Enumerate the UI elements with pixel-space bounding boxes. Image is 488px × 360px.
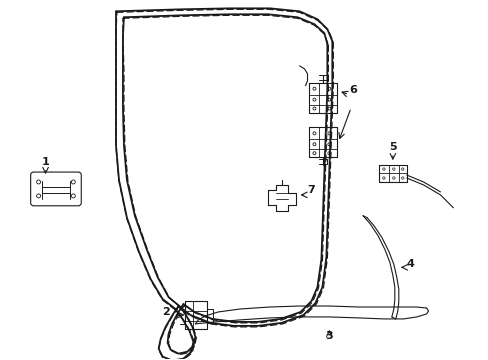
Text: 1: 1 bbox=[41, 157, 49, 167]
Text: 5: 5 bbox=[388, 142, 396, 152]
Text: 3: 3 bbox=[325, 331, 332, 341]
Text: 6: 6 bbox=[348, 85, 356, 95]
Text: 4: 4 bbox=[406, 259, 414, 269]
Text: 7: 7 bbox=[307, 185, 315, 195]
FancyBboxPatch shape bbox=[31, 172, 81, 206]
Text: 2: 2 bbox=[162, 307, 169, 317]
